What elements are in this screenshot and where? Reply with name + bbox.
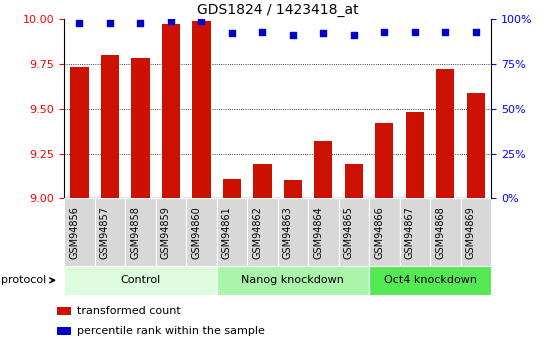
Bar — [156, 198, 186, 266]
Text: GSM94866: GSM94866 — [374, 206, 384, 259]
Bar — [369, 198, 400, 266]
Bar — [125, 198, 156, 266]
Bar — [70, 67, 89, 198]
Point — [166, 18, 175, 23]
Point — [105, 20, 114, 25]
Bar — [430, 198, 460, 266]
Bar — [308, 198, 339, 266]
Point — [288, 32, 297, 38]
Text: GSM94868: GSM94868 — [435, 206, 445, 259]
Bar — [460, 198, 491, 266]
Point — [472, 29, 480, 34]
Text: GSM94856: GSM94856 — [69, 206, 79, 259]
Text: GSM94859: GSM94859 — [161, 206, 171, 259]
Text: GSM94858: GSM94858 — [131, 206, 141, 259]
Text: GSM94861: GSM94861 — [222, 206, 232, 259]
Point — [258, 29, 267, 34]
Bar — [406, 112, 424, 198]
Text: GSM94867: GSM94867 — [405, 206, 415, 259]
Bar — [345, 164, 363, 198]
Text: transformed count: transformed count — [77, 306, 181, 316]
Bar — [436, 69, 454, 198]
Bar — [253, 164, 272, 198]
Text: GSM94857: GSM94857 — [100, 206, 110, 259]
Bar — [217, 266, 369, 295]
Bar — [314, 141, 333, 198]
Bar — [101, 55, 119, 198]
Text: GSM94860: GSM94860 — [191, 206, 201, 259]
Bar — [400, 198, 430, 266]
Text: protocol: protocol — [1, 275, 54, 285]
Title: GDS1824 / 1423418_at: GDS1824 / 1423418_at — [197, 2, 358, 17]
Bar — [186, 198, 217, 266]
Text: GSM94862: GSM94862 — [252, 206, 262, 259]
Bar — [162, 24, 180, 198]
Point — [197, 18, 206, 23]
Text: Nanog knockdown: Nanog knockdown — [242, 275, 344, 285]
Text: Control: Control — [121, 275, 161, 285]
Bar — [247, 198, 277, 266]
Bar — [64, 266, 217, 295]
Point — [410, 29, 419, 34]
Bar — [95, 198, 125, 266]
Point — [349, 32, 358, 38]
Bar — [192, 21, 210, 198]
Text: GSM94865: GSM94865 — [344, 206, 354, 259]
Bar — [64, 198, 95, 266]
Bar — [278, 198, 308, 266]
Text: GSM94864: GSM94864 — [314, 206, 323, 259]
Bar — [57, 327, 70, 335]
Bar — [283, 180, 302, 198]
Point — [441, 29, 450, 34]
Bar — [223, 179, 241, 198]
Bar — [131, 58, 150, 198]
Text: GSM94863: GSM94863 — [283, 206, 293, 259]
Bar — [375, 123, 393, 198]
Bar — [57, 307, 70, 315]
Point — [319, 31, 328, 36]
Point — [75, 20, 84, 25]
Bar — [369, 266, 491, 295]
Text: GSM94869: GSM94869 — [466, 206, 476, 259]
Bar — [217, 198, 247, 266]
Bar — [466, 92, 485, 198]
Text: percentile rank within the sample: percentile rank within the sample — [77, 326, 265, 336]
Point — [136, 20, 145, 25]
Text: Oct4 knockdown: Oct4 knockdown — [383, 275, 477, 285]
Point — [228, 31, 237, 36]
Bar — [339, 198, 369, 266]
Point — [380, 29, 389, 34]
